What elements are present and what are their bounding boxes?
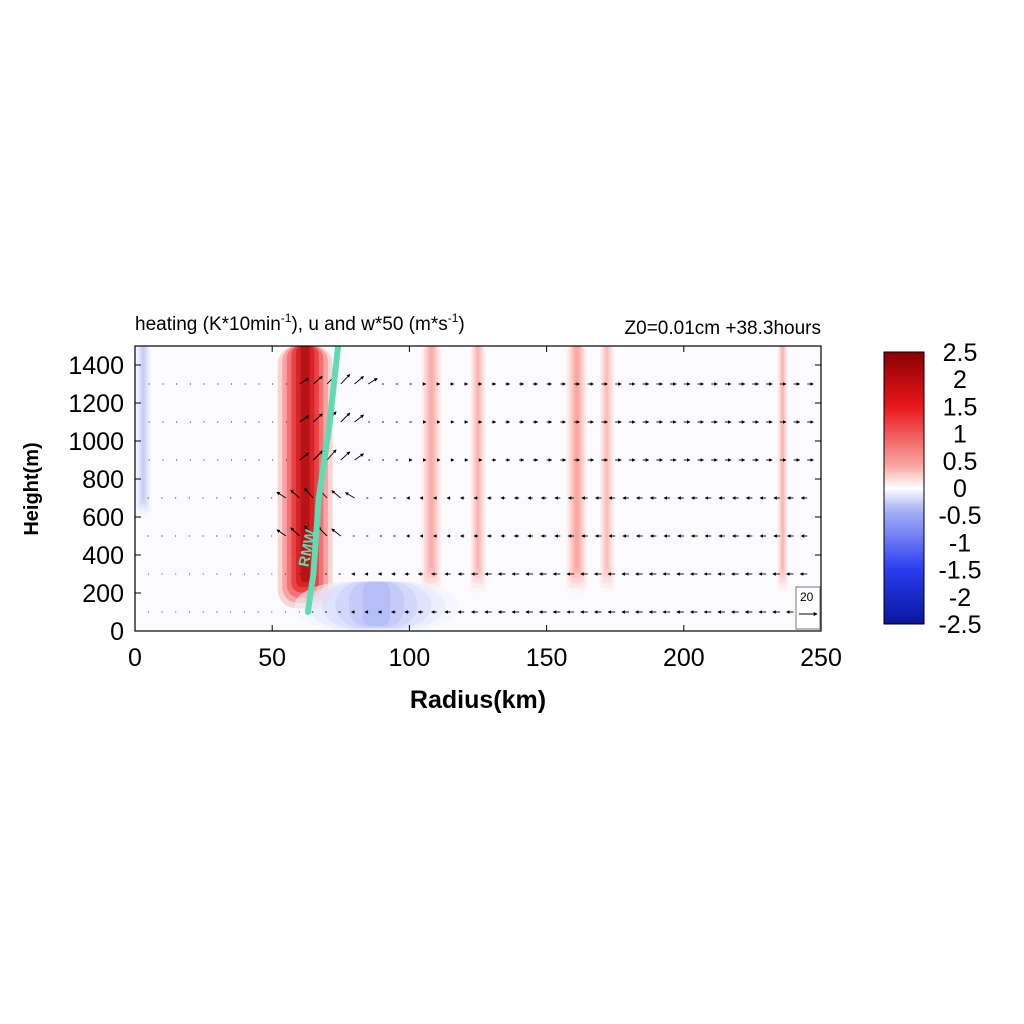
vector-row (148, 449, 814, 462)
y-tick-label: 200 (82, 580, 124, 608)
vector-row (147, 525, 808, 538)
heating-cell (605, 346, 609, 569)
colorbar-tick-labels: 2.521.510.50-0.5-1-1.5-2-2.5 (938, 339, 981, 639)
wind-vector (340, 373, 351, 385)
heating-outer-band-1 (420, 346, 443, 593)
wind-vector (340, 451, 351, 461)
colorbar-tick-label: 1 (953, 421, 967, 449)
wind-vector (303, 525, 314, 537)
x-tick-label: 200 (663, 644, 705, 672)
colorbar-tick-label: 0 (953, 475, 967, 503)
y-tick-label: 400 (82, 542, 124, 570)
vector-row (147, 487, 808, 500)
heating-cell (574, 346, 579, 569)
y-tick-label: 600 (82, 504, 124, 532)
wind-vector (303, 487, 314, 499)
colorbar-tick-label: 2 (953, 366, 967, 394)
vector-row (148, 411, 814, 424)
heating-field (135, 346, 789, 631)
reference-vector-frame (795, 586, 821, 630)
title-main: heating (K*10min (135, 314, 281, 335)
heating-outer-band-2 (469, 346, 487, 593)
chart-title-left: heating (K*10min-1), u and w*50 (m*s-1) (135, 311, 465, 335)
wind-vector (313, 450, 323, 461)
title-mid: ), u and w*50 (m*s (291, 314, 447, 335)
heating-outer-band-5 (777, 346, 789, 593)
x-axis-label: Radius(km) (410, 686, 546, 714)
heating-cell (476, 346, 480, 569)
wind-vector-field (147, 373, 814, 614)
colorbar-tick-label: 2.5 (943, 339, 978, 367)
title-end: ) (458, 314, 464, 335)
wind-vector (345, 492, 355, 499)
wind-vector (276, 491, 287, 499)
rmw-line (304, 346, 342, 615)
x-tick-label: 250 (800, 644, 842, 672)
colorbar-tick-label: -2.5 (938, 611, 981, 639)
heating-cell (300, 346, 310, 582)
heating-outer-band-3 (565, 346, 588, 593)
heating-cell (781, 346, 784, 569)
title-sup-1: -1 (281, 311, 292, 325)
colorbar-tick-label: 1.5 (943, 393, 978, 421)
plot-area: RMW 0 50 100 150 200 250 02004006008001000120… (68, 345, 842, 672)
wind-vector (299, 415, 310, 423)
heating-inner-cooling (135, 346, 152, 517)
wind-vector (299, 378, 310, 385)
wind-vector (331, 490, 342, 499)
y-tick-label: 1400 (68, 352, 124, 380)
y-tick-label: 1200 (68, 390, 124, 418)
y-tick-label: 0 (110, 618, 124, 646)
colorbar-tick-label: -2 (949, 584, 971, 612)
wind-vector (354, 414, 364, 423)
title-sup-2: -1 (448, 311, 459, 325)
reference-vector-label: 20 (800, 590, 814, 604)
colorbar-gradient (883, 351, 925, 625)
x-tick-label: 50 (258, 644, 286, 672)
colorbar: 2.521.510.50-0.5-1-1.5-2-2.5 (883, 339, 982, 639)
wind-vector (354, 376, 364, 385)
x-axis-ticks: 0 50 100 150 200 250 (128, 346, 842, 672)
colorbar-tick-label: 0.5 (943, 448, 978, 476)
wind-vector (331, 528, 342, 537)
y-tick-label: 800 (82, 466, 124, 494)
x-tick-label: 0 (128, 644, 142, 672)
heating-cell (429, 346, 434, 569)
wind-vector (276, 529, 287, 537)
reference-vector-box: 20 (795, 586, 821, 630)
wind-vector (313, 376, 323, 385)
wind-vector (290, 489, 300, 499)
wind-vector (340, 412, 351, 423)
y-axis-ticks: 0 200 400 600 800 1000 1200 1400 (68, 352, 821, 646)
y-axis-label: Height(m) (21, 442, 43, 535)
x-tick-label: 150 (526, 644, 568, 672)
plot-frame (134, 345, 822, 632)
colorbar-tick-label: -1.5 (938, 557, 981, 585)
heating-cell (362, 581, 391, 627)
wind-vector (313, 413, 323, 423)
colorbar-tick-label: -0.5 (938, 502, 981, 530)
wind-vector (299, 452, 310, 461)
heating-boundary-cooling (294, 581, 459, 631)
colorbar-tick-label: -1 (949, 529, 971, 557)
wind-vector (326, 449, 337, 461)
heating-cell (141, 346, 145, 500)
y-tick-label: 1000 (68, 428, 124, 456)
chart-title-right: Z0=0.01cm +38.3hours (625, 318, 821, 339)
wind-vector (354, 453, 365, 461)
wind-vector (368, 378, 378, 385)
heating-outer-band-4 (598, 346, 616, 593)
wind-vector (290, 527, 300, 537)
x-tick-label: 100 (389, 644, 431, 672)
